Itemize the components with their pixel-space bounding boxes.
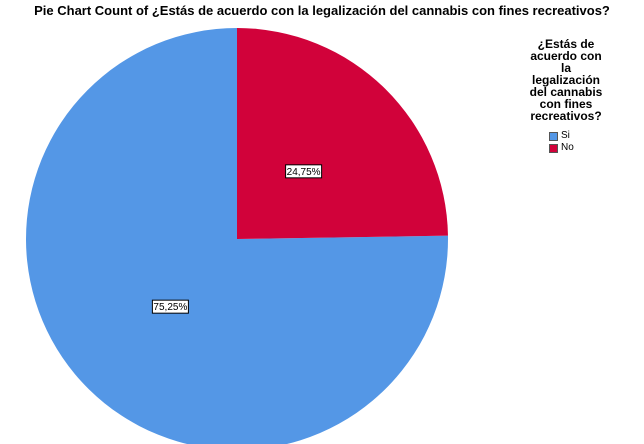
legend-title-line: con fines: [539, 97, 593, 111]
svg-text:75,25%: 75,25%: [153, 302, 187, 313]
legend-title-line: legalización: [531, 73, 601, 87]
data-label-no: 24,75%: [285, 164, 323, 179]
legend-item-no: No: [549, 142, 626, 154]
legend-title: ¿Estás de acuerdo con la legalización del ca…: [506, 38, 626, 122]
legend-label: Si: [561, 130, 570, 141]
data-label-si: 75,25%: [151, 299, 189, 314]
pie-slice-no: [237, 28, 448, 239]
legend-title-line: del cannabis: [529, 85, 603, 99]
pie-slice-si: [26, 28, 448, 444]
legend-swatch-si: [549, 131, 558, 141]
legend-title-line: acuerdo con: [530, 49, 602, 63]
legend-label: No: [561, 142, 574, 153]
legend-item-si: Si: [549, 130, 626, 142]
legend-title-line: recreativos?: [530, 109, 602, 123]
legend-title-line: la: [560, 61, 571, 75]
svg-text:24,75%: 24,75%: [287, 167, 321, 178]
legend-swatch-no: [549, 143, 558, 153]
legend-title-line: ¿Estás de: [537, 37, 595, 51]
legend: ¿Estás de acuerdo con la legalización del ca…: [506, 38, 626, 154]
chart-title: Pie Chart Count of ¿Estás de acuerdo con…: [34, 3, 610, 18]
